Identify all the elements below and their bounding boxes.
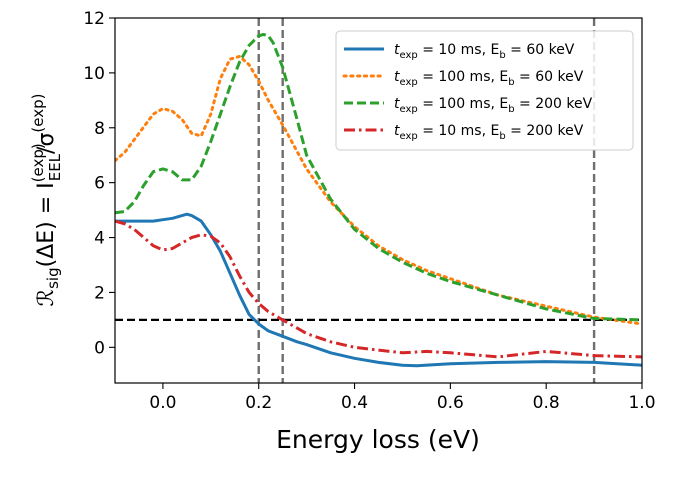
y-label-sup1: (exp) bbox=[29, 143, 47, 182]
y-label-main-sub: sig bbox=[44, 267, 62, 289]
plot-frame bbox=[114, 17, 643, 384]
x-tick-label: 0.0 bbox=[149, 393, 176, 413]
legend-box bbox=[335, 30, 634, 151]
legend-entry-3: texp = 100 ms, Eb = 200 keV bbox=[394, 96, 593, 115]
legend: texp = 10 ms, Eb = 60 keV texp = 100 ms, … bbox=[335, 30, 634, 151]
y-axis: 0 2 4 6 8 10 12 bbox=[83, 9, 115, 358]
y-tick-label: 6 bbox=[94, 174, 105, 194]
y-axis-label: ℛsig(ΔE) = I(exp)EEL/σ(exp) bbox=[29, 94, 64, 307]
x-tick-label: 1.0 bbox=[628, 393, 655, 413]
x-tick-label: 0.4 bbox=[341, 393, 368, 413]
x-axis: 0.0 0.2 0.4 0.6 0.8 1.0 bbox=[149, 383, 656, 413]
y-tick-label: 8 bbox=[94, 119, 105, 139]
y-label-arg: (ΔE) = I bbox=[34, 182, 59, 267]
y-tick-label: 12 bbox=[83, 9, 105, 29]
y-label-sup2: (exp) bbox=[29, 94, 47, 133]
y-label-main: ℛ bbox=[34, 289, 59, 307]
y-label-slash: /σ bbox=[34, 133, 59, 154]
y-tick-label: 2 bbox=[94, 283, 105, 303]
x-tick-label: 0.6 bbox=[437, 393, 464, 413]
x-axis-label: Energy loss (eV) bbox=[276, 425, 480, 454]
legend-entry-2: texp = 100 ms, Eb = 60 keV bbox=[394, 69, 584, 88]
series-line-1 bbox=[115, 212, 642, 368]
series-line-4 bbox=[115, 219, 642, 359]
legend-entry-4: texp = 10 ms, Eb = 200 keV bbox=[394, 123, 584, 142]
x-tick-label: 0.8 bbox=[533, 393, 560, 413]
y-tick-label: 0 bbox=[94, 338, 105, 358]
series-line-2 bbox=[115, 54, 642, 326]
series-line-3 bbox=[115, 33, 642, 322]
x-tick-label: 0.2 bbox=[245, 393, 272, 413]
legend-entry-1: texp = 10 ms, Eb = 60 keV bbox=[394, 42, 575, 61]
series-lines bbox=[115, 33, 642, 368]
y-label-sub1: EEL bbox=[46, 153, 64, 181]
y-tick-label: 4 bbox=[94, 229, 105, 249]
y-tick-label: 10 bbox=[83, 64, 105, 84]
